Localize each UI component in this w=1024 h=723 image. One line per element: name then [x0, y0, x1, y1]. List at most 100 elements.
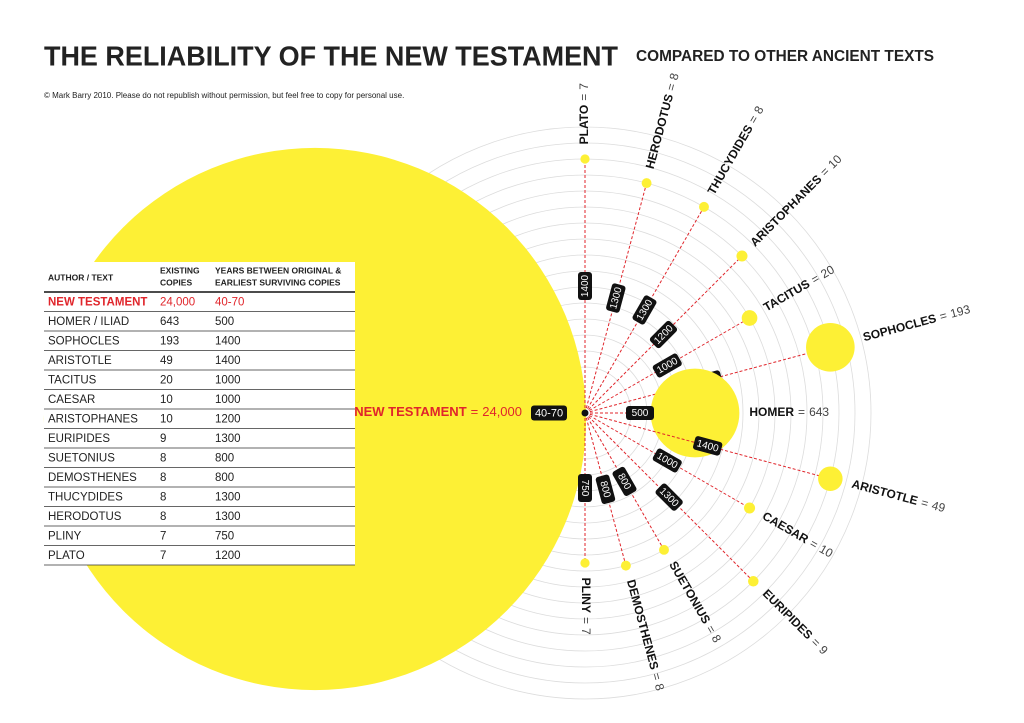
centre-label: NEW TESTAMENT = 24,000 [354, 404, 522, 419]
years-box: 500 [626, 406, 654, 420]
separator: = [579, 617, 593, 624]
table-cell: 7 [160, 550, 166, 562]
item-name: DEMOSTHENES [624, 578, 662, 671]
table-cell: 800 [215, 472, 234, 484]
item-label: HERODOTUS=8 [643, 71, 682, 170]
years-box: 800 [595, 474, 616, 504]
years-box-bg [578, 474, 592, 502]
item-label: THUCYDIDES=8 [705, 103, 767, 197]
bubble [748, 576, 759, 587]
item-label: TACITUS=20 [761, 262, 837, 314]
table-cell: 750 [215, 530, 234, 542]
table-cell: 1300 [215, 491, 241, 503]
bubble [818, 466, 843, 491]
years-box-bg [612, 466, 637, 496]
item-name: PLATO [577, 105, 591, 145]
item-name: SUETONIUS [666, 559, 713, 626]
item-copies: 49 [930, 498, 947, 515]
column-header: EXISTING [160, 265, 200, 275]
table-cell: 800 [215, 452, 234, 464]
table-cell: 10 [160, 413, 173, 425]
table-cell: PLINY [48, 530, 82, 542]
separator: = [798, 405, 805, 419]
table-cell: 1300 [215, 511, 241, 523]
item-name: PLINY [579, 578, 593, 613]
table-cell: 24,000 [160, 296, 195, 308]
table-cell: 1200 [215, 413, 241, 425]
bubble [659, 544, 669, 555]
years-label: 500 [632, 408, 649, 419]
years-box-bg [595, 474, 616, 504]
item-copies: 7 [577, 83, 591, 90]
years-label: 1400 [580, 274, 591, 297]
column-header: AUTHOR / TEXT [48, 272, 114, 282]
item-name: HERODOTUS [643, 93, 676, 171]
item-name: TACITUS [761, 277, 812, 315]
years-label: 40-70 [535, 407, 563, 419]
centre-copies: 24,000 [482, 404, 522, 419]
item-label: EURIPIDES=9 [760, 587, 831, 658]
item-copies: 8 [667, 71, 682, 81]
table-cell: ARISTOTLE [48, 355, 112, 367]
separator: = [649, 671, 664, 681]
item-copies: 10 [817, 542, 836, 561]
table-cell: 1400 [215, 355, 241, 367]
table-cell: 7 [160, 530, 166, 542]
item-copies: 10 [825, 152, 845, 172]
years-box: 1300 [606, 283, 626, 313]
table-cell: 193 [160, 335, 179, 347]
years-box: 800 [612, 466, 637, 496]
column-header: COPIES [160, 277, 192, 287]
separator: = [577, 94, 591, 101]
bubble [806, 322, 855, 372]
separator: = [471, 404, 479, 419]
years-box-bg [606, 283, 626, 313]
table-cell: 500 [215, 316, 234, 328]
years-label: 750 [579, 480, 590, 497]
item-copies: 8 [652, 682, 667, 692]
item-copies: 8 [751, 103, 767, 116]
years-box: 1300 [655, 483, 683, 511]
item-copies: 8 [709, 632, 725, 645]
table-cell: THUCYDIDES [48, 491, 123, 503]
years-box-bg [649, 320, 678, 349]
table-cell: CAESAR [48, 394, 95, 406]
table-cell: SUETONIUS [48, 452, 115, 464]
table-cell: 1300 [215, 433, 241, 445]
column-header: YEARS BETWEEN ORIGINAL & [215, 265, 341, 275]
years-box-bg [578, 272, 592, 300]
bubble [699, 201, 709, 212]
bubble [580, 558, 590, 568]
bubble [641, 178, 652, 189]
item-label: SUETONIUS=8 [666, 559, 724, 646]
table-cell: TACITUS [48, 374, 97, 386]
bubble [650, 368, 740, 458]
table-cell: 8 [160, 452, 166, 464]
item-name: EURIPIDES [760, 587, 816, 643]
years-box: 1300 [632, 295, 657, 325]
table-cell: 49 [160, 355, 173, 367]
separator: = [920, 496, 930, 511]
item-copies: 193 [949, 302, 972, 321]
item-label: CAESAR=10 [760, 509, 836, 561]
bubble [741, 310, 758, 326]
separator: = [938, 308, 948, 323]
years-box: 750 [578, 474, 592, 502]
table-bg [44, 262, 355, 565]
item-label: SOPHOCLES=193 [861, 302, 972, 344]
years-box-bg [693, 436, 723, 456]
centre-name: NEW TESTAMENT [354, 404, 466, 419]
title: THE RELIABILITY OF THE NEW TESTAMENT [44, 40, 618, 71]
table-cell: 643 [160, 316, 179, 328]
item-label: ARISTOTLE=49 [850, 477, 947, 515]
item-label: PLINY = 7 [579, 578, 593, 635]
years-box-bg [531, 405, 567, 421]
table-cell: 9 [160, 433, 166, 445]
item-label: HOMER = 643 [749, 405, 829, 419]
table-cell: 8 [160, 491, 166, 503]
connector [584, 412, 627, 566]
years-box-bg [655, 483, 683, 511]
table-cell: 1000 [215, 394, 241, 406]
table-cell: DEMOSTHENES [48, 472, 137, 484]
bubble [744, 502, 756, 514]
